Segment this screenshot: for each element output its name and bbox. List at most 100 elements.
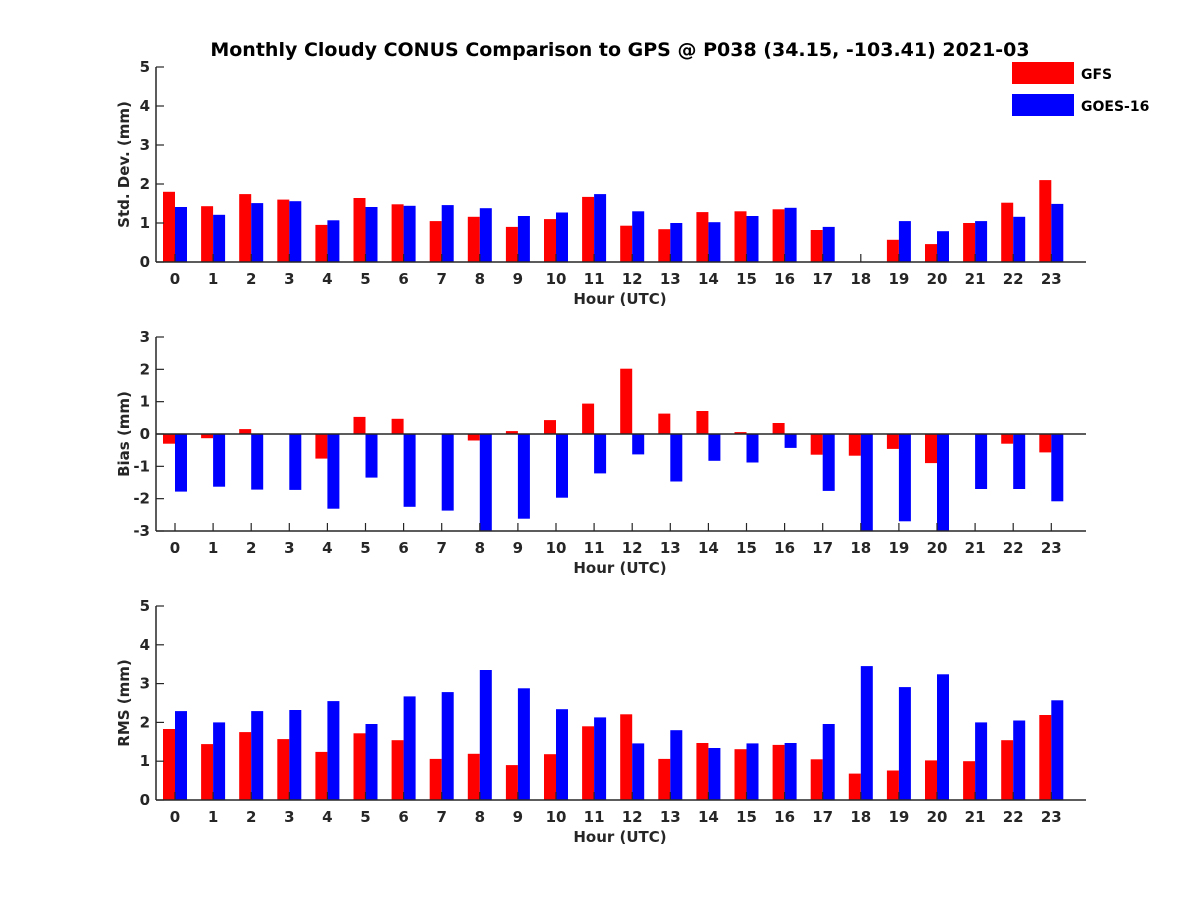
x-tick-label-rms-16: 16 xyxy=(774,808,795,826)
x-tick-label-bias-9: 9 xyxy=(513,539,523,557)
y-axis-label-bias: Bias (mm) xyxy=(115,391,133,477)
bar-std-goes16-2 xyxy=(251,203,264,262)
x-tick-label-bias-8: 8 xyxy=(475,539,485,557)
bar-bias-goes16-1 xyxy=(213,434,226,487)
y-tick-label-rms-1: 1 xyxy=(140,752,150,770)
y-tick-label-rms-5: 5 xyxy=(140,597,150,615)
x-tick-label-bias-20: 20 xyxy=(927,539,948,557)
bar-std-goes16-21 xyxy=(975,221,988,262)
bar-bias-goes16-6 xyxy=(403,434,416,507)
bar-rms-goes16-6 xyxy=(403,696,416,800)
x-axis-label-std: Hour (UTC) xyxy=(573,290,666,308)
bar-rms-goes16-10 xyxy=(556,709,568,800)
bar-bias-goes16-20 xyxy=(937,434,949,531)
bar-bias-gfs-18 xyxy=(848,434,861,456)
y-tick-label-std-1: 1 xyxy=(140,214,150,232)
bar-std-gfs-15 xyxy=(734,211,747,262)
bar-std-goes16-9 xyxy=(517,216,530,262)
bar-bias-goes16-16 xyxy=(784,434,797,448)
x-tick-label-rms-23: 23 xyxy=(1041,808,1062,826)
x-tick-label-std-23: 23 xyxy=(1041,270,1062,288)
bar-std-gfs-22 xyxy=(1001,202,1014,262)
bar-bias-goes16-11 xyxy=(594,434,607,474)
bar-bias-gfs-4 xyxy=(315,434,328,459)
bar-rms-goes16-2 xyxy=(251,711,264,800)
x-tick-label-std-6: 6 xyxy=(398,270,408,288)
bar-rms-gfs-0 xyxy=(163,729,175,800)
bar-rms-goes16-20 xyxy=(937,674,949,800)
bar-rms-goes16-13 xyxy=(670,730,683,800)
bar-bias-gfs-12 xyxy=(620,368,633,434)
bar-std-goes16-12 xyxy=(632,211,645,262)
bar-rms-goes16-0 xyxy=(175,711,187,800)
x-axis-label-bias: Hour (UTC) xyxy=(573,559,666,577)
bar-bias-gfs-20 xyxy=(925,434,937,464)
bar-rms-goes16-19 xyxy=(898,687,911,800)
legend-swatch-gfs xyxy=(1012,62,1074,84)
x-tick-label-bias-12: 12 xyxy=(622,539,643,557)
x-tick-label-std-20: 20 xyxy=(927,270,948,288)
bar-bias-goes16-9 xyxy=(517,434,530,519)
bar-std-gfs-20 xyxy=(925,244,937,262)
x-tick-label-bias-5: 5 xyxy=(360,539,370,557)
bar-bias-gfs-9 xyxy=(505,431,518,434)
y-tick-label-bias--3: -3 xyxy=(133,522,150,540)
x-tick-label-bias-7: 7 xyxy=(436,539,446,557)
x-tick-label-rms-14: 14 xyxy=(698,808,719,826)
x-tick-label-rms-13: 13 xyxy=(660,808,681,826)
bar-rms-goes16-3 xyxy=(289,710,302,800)
bar-rms-gfs-17 xyxy=(810,759,823,800)
bar-rms-goes16-22 xyxy=(1013,720,1026,800)
y-tick-label-bias-1: 1 xyxy=(140,393,150,411)
bar-rms-gfs-16 xyxy=(772,744,785,800)
bar-rms-goes16-17 xyxy=(822,724,835,800)
bar-std-gfs-0 xyxy=(163,191,175,262)
bar-bias-gfs-15 xyxy=(734,432,747,434)
x-tick-label-bias-6: 6 xyxy=(398,539,408,557)
bar-rms-gfs-4 xyxy=(315,751,328,800)
x-tick-label-rms-8: 8 xyxy=(475,808,485,826)
y-tick-label-rms-0: 0 xyxy=(140,791,150,809)
bar-rms-gfs-7 xyxy=(429,758,442,800)
bar-rms-gfs-10 xyxy=(544,754,556,800)
bar-bias-gfs-0 xyxy=(163,434,175,444)
bar-bias-goes16-17 xyxy=(822,434,835,491)
x-tick-label-bias-3: 3 xyxy=(284,539,294,557)
bar-std-gfs-11 xyxy=(582,196,595,262)
bar-bias-gfs-1 xyxy=(201,434,214,439)
x-tick-label-bias-15: 15 xyxy=(736,539,757,557)
bar-rms-gfs-1 xyxy=(201,744,214,800)
bar-bias-gfs-13 xyxy=(658,413,671,434)
x-tick-label-bias-13: 13 xyxy=(660,539,681,557)
legend-label-goes16: GOES-16 xyxy=(1081,99,1149,115)
y-tick-label-bias-0: 0 xyxy=(140,425,150,443)
bar-bias-goes16-10 xyxy=(556,434,568,498)
bar-bias-goes16-21 xyxy=(975,434,988,489)
bar-rms-goes16-21 xyxy=(975,722,988,800)
bar-bias-gfs-14 xyxy=(696,411,709,434)
bar-rms-goes16-15 xyxy=(746,743,759,800)
bar-std-goes16-7 xyxy=(441,205,454,262)
bar-std-goes16-4 xyxy=(327,220,340,262)
bar-std-gfs-7 xyxy=(429,221,442,262)
x-tick-label-rms-0: 0 xyxy=(170,808,180,826)
x-tick-label-bias-22: 22 xyxy=(1003,539,1024,557)
x-tick-label-bias-16: 16 xyxy=(774,539,795,557)
bar-bias-gfs-22 xyxy=(1001,434,1014,444)
x-tick-label-rms-20: 20 xyxy=(927,808,948,826)
x-tick-label-bias-14: 14 xyxy=(698,539,719,557)
bar-std-gfs-6 xyxy=(391,204,404,262)
bar-bias-goes16-22 xyxy=(1013,434,1026,489)
y-tick-label-bias-2: 2 xyxy=(140,360,150,378)
bar-bias-goes16-3 xyxy=(289,434,302,490)
bar-std-gfs-3 xyxy=(277,199,290,262)
bar-std-goes16-19 xyxy=(898,221,911,262)
bar-rms-gfs-22 xyxy=(1001,740,1014,800)
bar-rms-goes16-11 xyxy=(594,717,607,800)
bar-bias-gfs-6 xyxy=(391,418,404,434)
x-tick-label-bias-21: 21 xyxy=(965,539,986,557)
y-tick-label-rms-4: 4 xyxy=(140,636,150,654)
bar-rms-gfs-20 xyxy=(925,760,937,800)
